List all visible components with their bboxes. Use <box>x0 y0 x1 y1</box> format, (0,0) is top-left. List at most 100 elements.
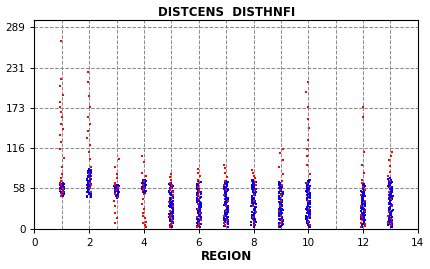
Point <box>221 182 228 186</box>
Point <box>303 185 310 189</box>
Point <box>276 221 283 225</box>
Point <box>280 218 286 222</box>
Point <box>224 209 231 214</box>
Point <box>88 193 95 197</box>
Point <box>167 216 174 221</box>
Point <box>141 216 148 220</box>
Point <box>304 186 310 190</box>
Point <box>60 188 67 192</box>
Point <box>276 206 283 210</box>
Point <box>221 218 228 222</box>
Point <box>277 202 284 206</box>
Point <box>195 179 202 183</box>
Point <box>167 183 174 187</box>
Point <box>358 213 365 217</box>
Point <box>57 132 64 137</box>
Point <box>57 183 64 187</box>
Point <box>224 218 231 222</box>
Point <box>304 195 311 199</box>
Point <box>57 184 64 188</box>
Point <box>361 182 368 186</box>
Point <box>386 192 393 196</box>
Point <box>358 193 365 197</box>
Point <box>387 202 394 206</box>
Point <box>221 219 228 223</box>
Point <box>305 187 312 191</box>
Point <box>279 200 286 204</box>
Point <box>197 218 204 222</box>
Point <box>167 193 174 197</box>
Point <box>140 188 147 193</box>
Point <box>278 216 285 220</box>
Point <box>141 191 147 196</box>
Point <box>88 192 95 196</box>
Point <box>358 215 365 220</box>
Point <box>61 187 68 192</box>
Point <box>251 174 258 178</box>
Point <box>359 185 366 189</box>
Point <box>224 220 231 225</box>
Point <box>167 215 174 220</box>
Point <box>304 204 311 208</box>
Point <box>111 186 118 190</box>
Point <box>138 181 145 186</box>
Point <box>277 188 284 193</box>
Point <box>142 179 149 184</box>
Point <box>389 179 396 184</box>
Point <box>221 209 228 213</box>
Point <box>166 189 173 193</box>
Point <box>194 218 201 222</box>
Point <box>59 93 66 97</box>
Point <box>59 182 66 186</box>
Point <box>166 203 173 208</box>
Point <box>224 207 231 211</box>
Point <box>141 179 148 183</box>
Point <box>222 210 229 214</box>
Point <box>225 222 232 226</box>
Point <box>224 198 231 203</box>
Point <box>361 189 368 193</box>
Point <box>277 210 284 214</box>
Point <box>169 193 176 197</box>
Point <box>141 191 148 195</box>
Point <box>169 213 176 218</box>
Point <box>362 218 369 222</box>
Point <box>197 180 204 185</box>
Point <box>278 221 285 225</box>
Point <box>167 225 174 229</box>
Point <box>362 201 369 206</box>
Point <box>387 179 394 183</box>
Point <box>111 183 118 188</box>
Point <box>114 196 120 200</box>
Point <box>196 181 203 185</box>
Point <box>197 200 203 204</box>
Point <box>195 216 202 221</box>
Point <box>277 201 284 206</box>
Point <box>360 150 367 154</box>
Point <box>195 167 202 172</box>
Point <box>115 184 122 188</box>
Point <box>307 208 313 212</box>
Point <box>304 80 311 84</box>
Point <box>249 217 256 222</box>
Point <box>222 190 229 194</box>
Point <box>360 197 367 202</box>
Point <box>249 188 256 192</box>
Point <box>112 165 119 169</box>
Point <box>194 215 201 220</box>
Point <box>167 186 174 190</box>
Point <box>359 181 366 186</box>
Point <box>88 165 95 169</box>
Point <box>86 186 93 190</box>
Point <box>170 207 177 212</box>
Point <box>83 176 90 181</box>
Point <box>358 225 365 229</box>
Point <box>277 186 284 190</box>
Point <box>304 200 311 205</box>
Point <box>86 94 92 98</box>
Point <box>58 190 65 194</box>
Point <box>359 196 366 201</box>
Point <box>223 191 230 196</box>
Point <box>84 188 91 192</box>
Point <box>221 186 228 190</box>
